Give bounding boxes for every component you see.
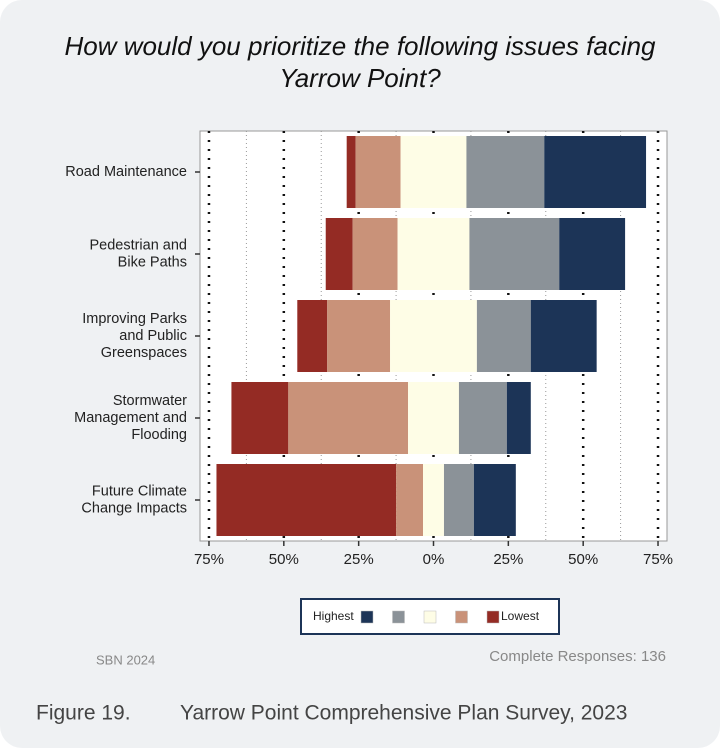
legend-label: Highest (313, 609, 354, 623)
x-tick-label: 50% (269, 551, 299, 568)
x-tick-label: 75% (643, 551, 673, 568)
legend-swatch (455, 610, 468, 624)
bar-segment (506, 382, 531, 454)
legend-swatch (486, 610, 500, 624)
responses-note: Complete Responses: 136 (489, 648, 666, 665)
bar-segment (297, 300, 328, 372)
bar-segment (352, 218, 398, 290)
bar-segment (530, 300, 597, 372)
bar-segment (390, 300, 477, 372)
legend-swatch (423, 610, 437, 624)
x-tick-label: 0% (423, 551, 445, 568)
x-tick-label: 50% (568, 551, 598, 568)
bar-segment (408, 382, 459, 454)
bar-segment (476, 300, 531, 372)
legend-label: Lowest (501, 609, 540, 623)
y-tick-label: Stormwater Management and Flooding (74, 393, 187, 443)
bar-segment (325, 218, 353, 290)
bar-segment (400, 136, 467, 208)
bar-segment (346, 136, 356, 208)
legend-swatch (360, 610, 374, 624)
bar-segment (544, 136, 647, 208)
source-note: SBN 2024 (96, 652, 155, 667)
bar-segment (231, 382, 289, 454)
bar-segment (559, 218, 626, 290)
bar-segment (397, 218, 470, 290)
figure-number: Figure 19. (36, 702, 131, 725)
bar-segment (458, 382, 507, 454)
bar-segment (443, 464, 474, 536)
x-tick-label: 75% (194, 551, 224, 568)
legend-swatch (392, 610, 405, 624)
bar-segment (327, 300, 391, 372)
bar-segment (473, 464, 516, 536)
y-tick-label: Road Maintenance (65, 164, 187, 180)
bar-segment (469, 218, 560, 290)
bar-segment (423, 464, 444, 536)
x-tick-label: 25% (344, 551, 374, 568)
bar-segment (466, 136, 545, 208)
chart-title: How would you prioritize the following i… (64, 31, 656, 93)
bar-segment (355, 136, 401, 208)
y-tick-label: Future Climate Change Impacts (81, 483, 187, 516)
x-tick-label: 25% (493, 551, 523, 568)
bar-segment (396, 464, 424, 536)
y-tick-label: Pedestrian and Bike Paths (89, 237, 187, 270)
y-tick-label: Improving Parks and Public Greenspaces (82, 311, 187, 361)
bar-segment (288, 382, 409, 454)
figure-caption: Yarrow Point Comprehensive Plan Survey, … (180, 702, 627, 725)
bar-segment (216, 464, 397, 536)
